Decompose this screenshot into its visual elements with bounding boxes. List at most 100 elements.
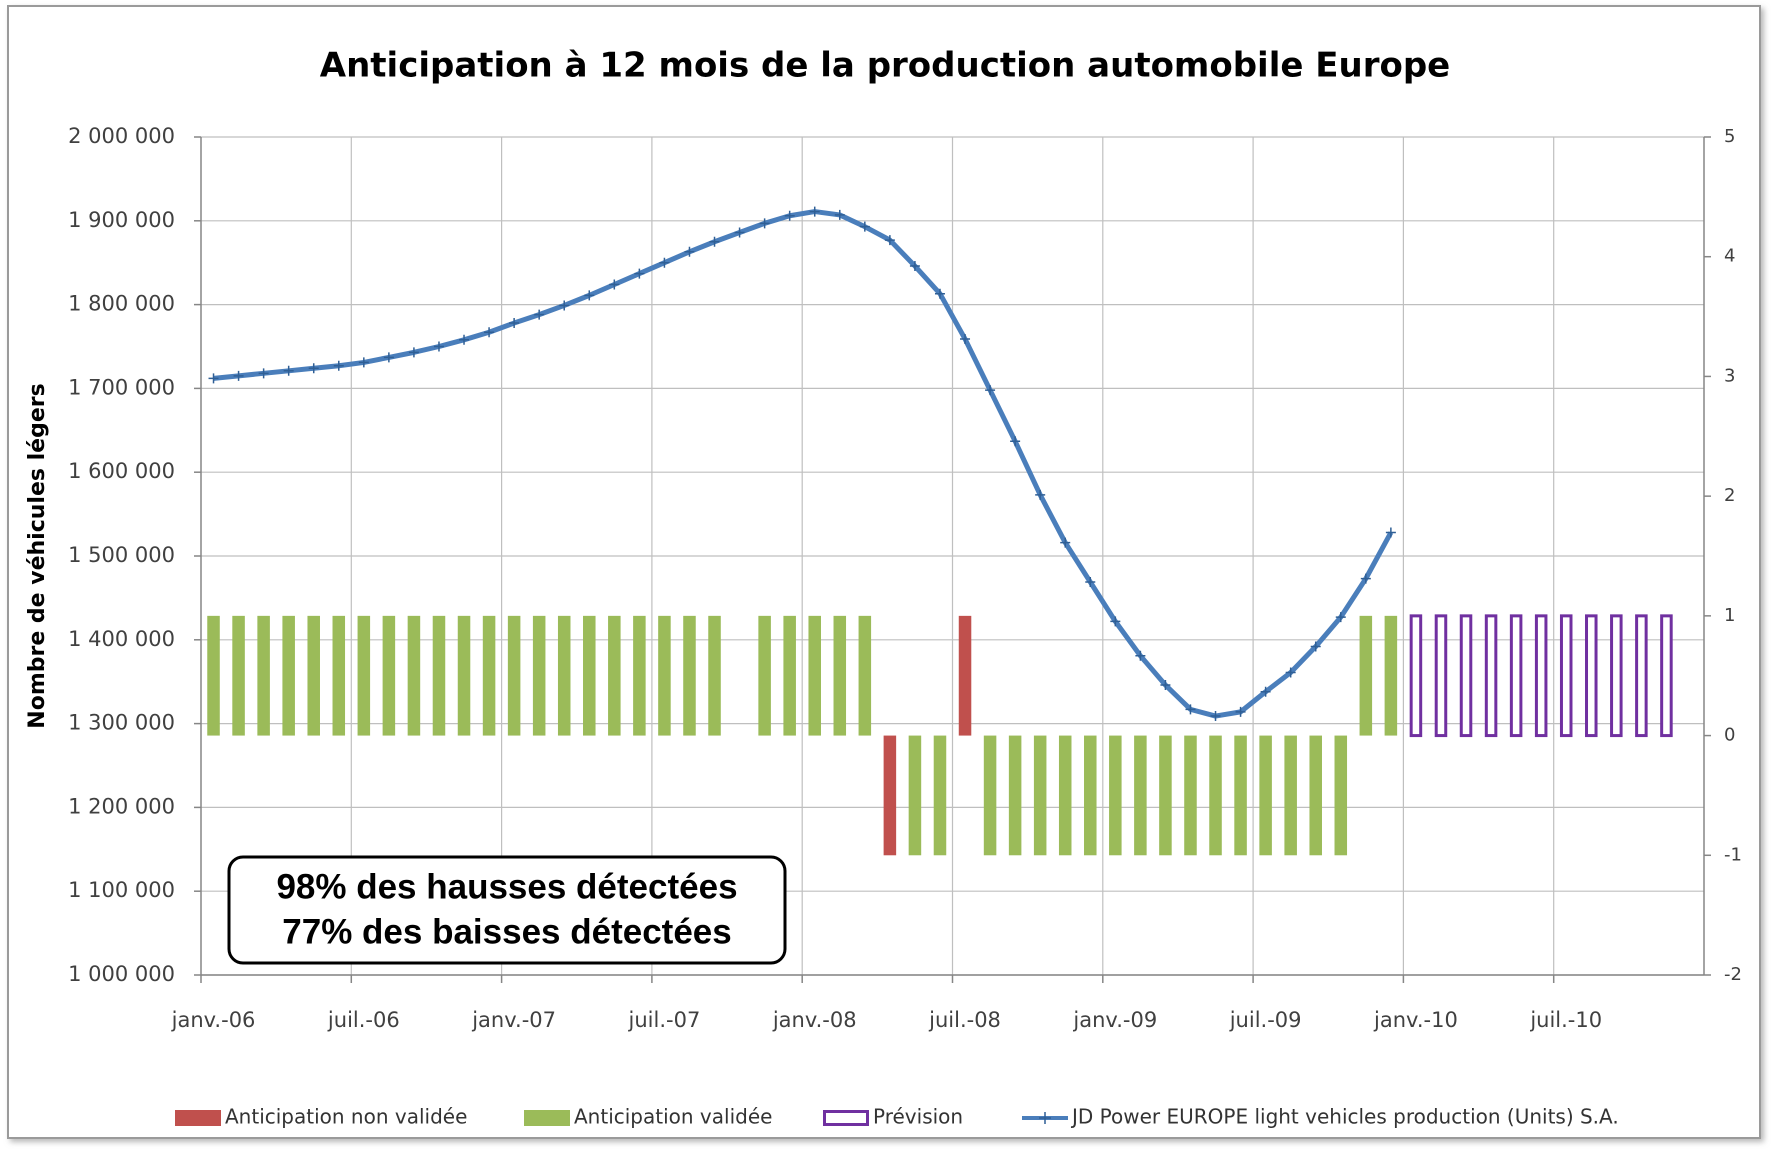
line-marker — [1210, 711, 1221, 722]
line-marker — [1135, 650, 1146, 661]
legend-label: Anticipation validée — [574, 1105, 772, 1129]
line-marker — [534, 309, 545, 320]
line-marker — [283, 365, 294, 376]
line-marker — [1085, 576, 1096, 587]
bar — [1284, 735, 1297, 856]
line-marker — [408, 347, 419, 358]
legend-swatch — [823, 1110, 869, 1126]
y-tick-label: 1 600 000 — [68, 459, 175, 483]
bar — [1334, 735, 1348, 856]
line-marker — [559, 300, 570, 311]
line-marker — [759, 218, 770, 229]
bar — [457, 615, 471, 736]
y-tick-label: 1 900 000 — [68, 208, 175, 232]
bar — [357, 615, 371, 736]
x-tick-label: janv.-09 — [1072, 1008, 1157, 1032]
line-marker — [1110, 616, 1121, 627]
y2-tick-label: -2 — [1724, 964, 1742, 985]
bar — [783, 615, 796, 736]
line-marker — [634, 268, 645, 279]
legend-label: JD Power EUROPE light vehicles productio… — [1070, 1105, 1619, 1129]
bar — [1660, 614, 1673, 738]
bar — [633, 615, 646, 736]
bar — [232, 615, 245, 736]
line-marker — [1160, 680, 1171, 691]
line-marker — [884, 235, 895, 246]
bar — [1134, 735, 1147, 856]
line-marker — [1285, 667, 1296, 678]
bar — [883, 735, 897, 856]
line-marker — [383, 352, 394, 363]
line-marker — [1010, 436, 1021, 447]
bar — [257, 615, 270, 736]
y2-tick-label: 4 — [1724, 246, 1735, 267]
bar — [1359, 615, 1373, 736]
line-marker — [233, 370, 244, 381]
y-tick-label: 1 100 000 — [68, 878, 175, 902]
chart-title: Anticipation à 12 mois de la production … — [320, 46, 1450, 86]
bar — [1635, 614, 1648, 738]
bar — [1184, 735, 1197, 856]
line-marker — [1360, 573, 1371, 584]
bar — [1309, 735, 1322, 856]
bar — [1234, 735, 1247, 856]
marks — [207, 206, 1673, 856]
line — [213, 209, 1394, 719]
bar — [382, 615, 396, 736]
y2-tick-label: -1 — [1724, 844, 1742, 865]
line-marker — [809, 206, 820, 217]
bar — [1084, 735, 1097, 856]
legend-label: Prévision — [873, 1105, 963, 1129]
line-marker — [208, 373, 219, 384]
frame — [7, 5, 1761, 1139]
line-marker — [709, 236, 720, 247]
bar — [482, 615, 496, 736]
y-tick-label: 2 000 000 — [68, 124, 175, 148]
bar — [708, 615, 721, 736]
y-tick-label: 1 500 000 — [68, 543, 175, 567]
line-marker — [1185, 704, 1196, 715]
line-marker — [609, 279, 620, 290]
line-marker — [358, 357, 369, 368]
bar — [1384, 615, 1398, 736]
bar — [658, 615, 671, 736]
bar — [1058, 735, 1072, 856]
bar — [983, 735, 997, 856]
x-tick-label: juil.-09 — [1229, 1008, 1302, 1032]
line-marker — [909, 261, 920, 272]
x-tick-label: janv.-06 — [171, 1008, 256, 1032]
bar — [1534, 614, 1548, 738]
bar — [758, 615, 771, 736]
y-tick-label: 1 800 000 — [68, 292, 175, 316]
legend: Anticipation non validée Anticipation val… — [175, 1105, 1619, 1129]
line-marker — [258, 368, 269, 379]
line-marker — [308, 363, 319, 374]
bar — [1209, 735, 1222, 856]
line-marker — [834, 209, 845, 220]
line-marker — [509, 318, 520, 329]
bar — [858, 615, 872, 736]
bar — [1459, 614, 1473, 738]
bar — [507, 615, 521, 736]
x-tick-label: juil.-07 — [628, 1008, 701, 1032]
line-marker — [1235, 706, 1246, 717]
x-tick-label: janv.-08 — [772, 1008, 857, 1032]
bar — [1033, 735, 1047, 856]
y-tick-label: 1 300 000 — [68, 711, 175, 735]
line-marker — [659, 257, 670, 268]
bar — [1109, 735, 1122, 856]
bar — [332, 615, 346, 736]
line-marker — [684, 246, 695, 257]
annotation: 77% des baisses détectées — [282, 912, 731, 951]
line-marker — [584, 290, 595, 301]
line-marker — [433, 341, 444, 352]
line-marker — [934, 288, 945, 299]
bar — [1008, 735, 1022, 856]
bar — [958, 615, 972, 736]
y2-tick-label: 1 — [1724, 605, 1735, 626]
bar — [282, 615, 295, 736]
bar — [1159, 735, 1172, 856]
bar — [683, 615, 696, 736]
line-marker — [484, 327, 495, 338]
